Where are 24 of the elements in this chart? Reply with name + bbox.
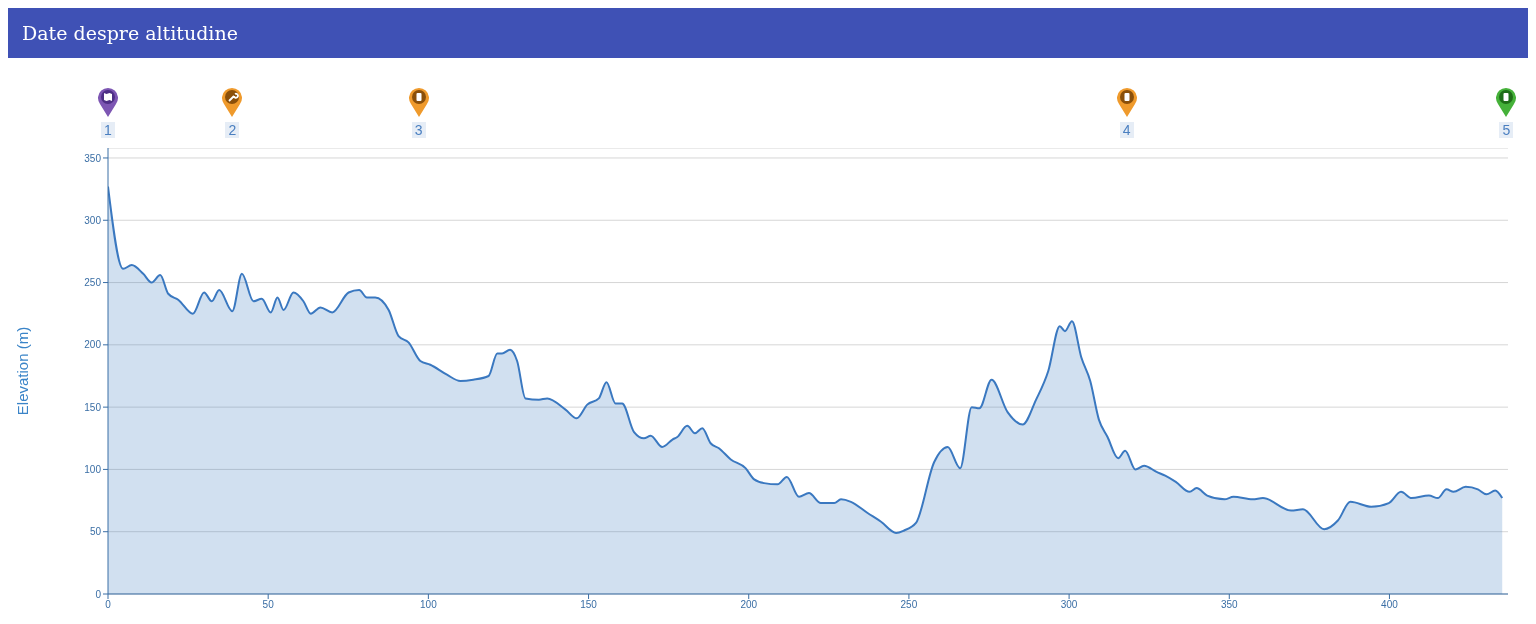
x-tick-label: 150 [580,599,598,611]
y-axis-title: Elevation (m) [14,326,32,416]
x-tick-label: 300 [1060,599,1078,611]
x-tick-label: 100 [420,599,438,611]
text: 3 [411,122,426,138]
y-tick-label: 250 [84,277,102,289]
text: 1 [101,122,115,138]
y-tick-label: 50 [89,526,102,538]
y-tick-label: 0 [95,588,102,600]
x-tick-label: 0 [105,599,112,611]
x-tick-label: 350 [1220,599,1239,611]
y-tick-label: 200 [84,339,102,351]
x-tick-label: 250 [900,599,918,611]
text: 2 [225,122,240,138]
y-tick-label: 350 [84,152,102,164]
chart-title: Date despre altitudine [8,8,1528,58]
y-tick-label: 300 [84,214,102,226]
x-tick-label: 50 [262,599,275,611]
text: 4 [1119,122,1134,138]
y-tick-label: 100 [84,463,102,475]
x-tick-label: 400 [1381,599,1399,611]
x-tick-label: 200 [740,599,758,611]
y-tick-label: 150 [84,401,102,413]
text: 5 [1499,122,1514,138]
